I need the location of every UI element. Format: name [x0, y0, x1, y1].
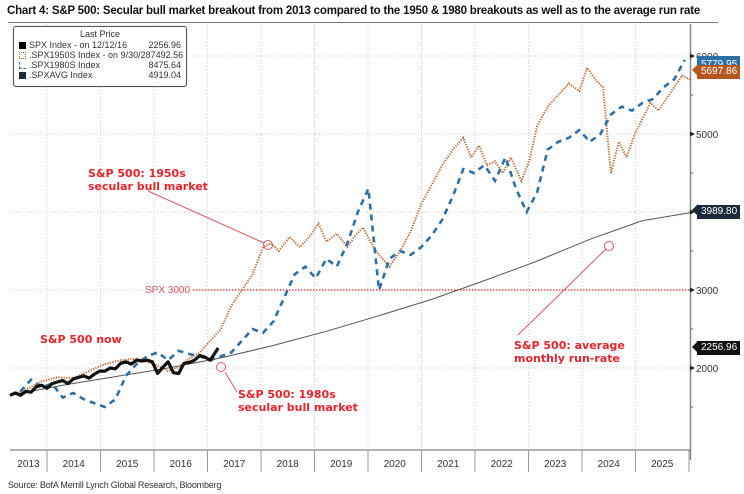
legend-swatch-dashed-blue [19, 61, 26, 69]
x-tick-label: 2023 [544, 459, 567, 470]
annotation-spx3000: SPX 3000 [145, 285, 191, 296]
legend-item-spx1950s: .SPX1950S Index - on 9/30/28 7492.56 [14, 50, 186, 60]
last-value-tag-spx1950s: 5697.86 [697, 65, 741, 79]
callout-circle-average [604, 241, 614, 251]
callout-line-1950s [147, 190, 265, 244]
annotation-1950s: S&P 500: 1950s secular bull market [88, 167, 208, 193]
annotation-1950s-line1: S&P 500: 1950s [88, 167, 186, 180]
callout-circle-1950s [263, 240, 273, 250]
x-tick-label: 2013 [17, 459, 40, 470]
y-tick-label: 2000 [696, 364, 719, 375]
series-lines [9, 59, 691, 409]
legend-swatch-solid-navy [19, 71, 26, 79]
legend-item-value: 2256.96 [148, 40, 181, 50]
last-value-tag-spx1980s: 5779.95 [697, 56, 741, 67]
annotation-1950s-line2: secular bull market [88, 180, 208, 193]
annotation-1980s-line2: secular bull market [238, 401, 358, 414]
legend-item-name: .SPX1950S Index - on 9/30/28 [29, 50, 151, 60]
x-tick-label: 2015 [116, 459, 139, 470]
y-tick-label: 5000 [696, 130, 719, 141]
last-value-tag-spxavg: 3989.80 [697, 205, 741, 219]
annotation-1980s: S&P 500: 1980s secular bull market [238, 388, 358, 414]
legend-header: Last Price [79, 29, 121, 39]
legend-swatch-dotted-orange [19, 51, 26, 59]
x-tick-label: 2019 [330, 459, 353, 470]
x-tick-label: 2017 [223, 459, 246, 470]
annotation-average-line2: monthly run-rate [514, 352, 620, 365]
legend-item-value: 4919.04 [148, 70, 181, 80]
x-tick-label: 2018 [277, 459, 300, 470]
legend-item-name: SPX Index - on 12/12/16 [29, 40, 128, 50]
title-divider [8, 22, 718, 23]
series-spx1950s [9, 65, 691, 397]
grid-lines [10, 24, 690, 450]
value-tag-pointer [692, 341, 698, 353]
legend: Last Price SPX Index - on 12/12/16 2256.… [13, 26, 187, 87]
series-spxavg [9, 212, 691, 396]
x-tick-label: 2014 [63, 459, 86, 470]
annotation-sp500-now: S&P 500 now [40, 333, 122, 346]
legend-item-name: .SPX1980S Index [29, 60, 101, 70]
legend-item-spxavg: .SPXAVG Index 4919.04 [14, 70, 186, 80]
x-tick-label: 2022 [491, 459, 514, 470]
series-spx1980s [9, 59, 686, 409]
axes: 2000300050006000201320142015201620172018… [10, 24, 719, 472]
callout-line-average [517, 248, 607, 336]
annotation-average: S&P 500: average monthly run-rate [514, 339, 625, 365]
annotation-1980s-line1: S&P 500: 1980s [238, 388, 336, 401]
x-tick-label: 2020 [384, 459, 407, 470]
legend-item-spx: SPX Index - on 12/12/16 2256.96 [14, 40, 186, 50]
y-tick-marker [690, 365, 695, 371]
x-tick-label: 2024 [598, 459, 621, 470]
annotation-callouts [147, 64, 698, 393]
last-value-tag-spx: 2256.96 [697, 341, 741, 355]
chart-title: Chart 4: S&P 500: Secular bull market br… [7, 5, 701, 17]
legend-swatch-solid-black [19, 41, 26, 49]
y-tick-marker [690, 287, 695, 293]
legend-item-value: 8475.64 [148, 60, 181, 70]
x-tick-label: 2025 [651, 459, 674, 470]
y-tick-marker [690, 209, 695, 215]
value-tag-pointer [692, 64, 698, 76]
callout-circle-1980s [216, 362, 226, 372]
annotation-average-line1: S&P 500: average [514, 339, 625, 352]
y-tick-marker [690, 53, 695, 59]
y-tick-label: 3000 [696, 286, 719, 297]
legend-item-spx1980s: .SPX1980S Index 8475.64 [14, 60, 186, 70]
source-note: Source: BofA Merrill Lynch Global Resear… [8, 480, 222, 490]
series-spx [9, 347, 220, 397]
value-tag-pointer [692, 204, 698, 216]
legend-item-name: .SPXAVG Index [29, 70, 93, 80]
callout-line-1980s [224, 371, 238, 393]
y-tick-marker [690, 131, 695, 137]
legend-item-value: 7492.56 [150, 50, 184, 60]
x-tick-label: 2016 [170, 459, 193, 470]
x-tick-label: 2021 [437, 459, 460, 470]
